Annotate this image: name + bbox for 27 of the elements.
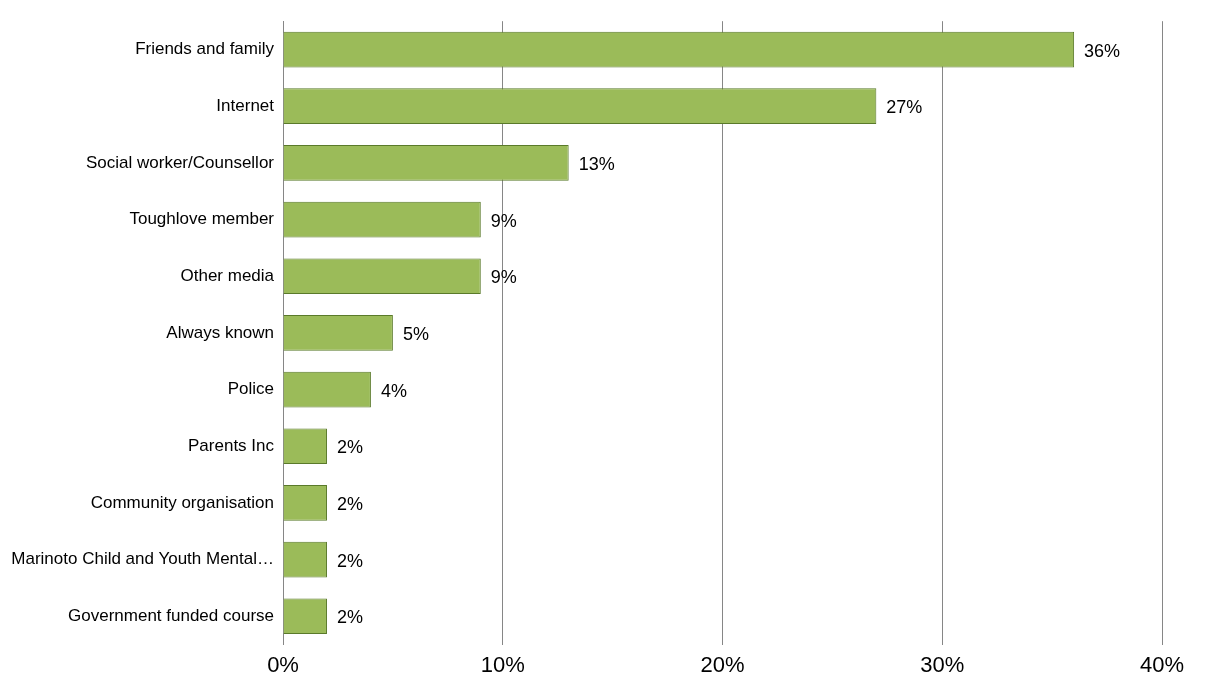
y-tick-label: Toughlove member bbox=[129, 209, 275, 229]
data-label: 2% bbox=[336, 493, 363, 514]
y-tick-label: Friends and family bbox=[135, 39, 275, 59]
data-label: 9% bbox=[490, 210, 517, 231]
y-tick-label: Police bbox=[227, 379, 275, 399]
data-label: 5% bbox=[402, 323, 429, 344]
data-label: 2% bbox=[336, 607, 363, 628]
x-tick-label: 30% bbox=[920, 651, 965, 677]
data-label: 2% bbox=[336, 437, 363, 458]
y-tick-label: Marinoto Child and Youth Mental… bbox=[11, 549, 275, 569]
data-label: 13% bbox=[578, 153, 615, 174]
x-tick-label: 10% bbox=[480, 651, 525, 677]
y-tick-label: Other media bbox=[180, 265, 275, 285]
y-tick-label: Community organisation bbox=[90, 492, 275, 512]
data-label: 27% bbox=[886, 97, 923, 118]
x-tick-label: 20% bbox=[700, 651, 745, 677]
y-tick-label: Government funded course bbox=[68, 605, 275, 625]
x-tick-label: 40% bbox=[1139, 651, 1185, 677]
y-tick-label: Parents Inc bbox=[188, 435, 275, 455]
y-tick-label: Internet bbox=[216, 95, 275, 115]
data-label: 9% bbox=[490, 267, 517, 288]
y-tick-label: Always known bbox=[166, 322, 275, 342]
y-tick-label: Social worker/Counsellor bbox=[86, 152, 275, 172]
data-label: 2% bbox=[336, 550, 363, 571]
data-label: 4% bbox=[380, 380, 407, 401]
data-label: 36% bbox=[1084, 40, 1121, 61]
x-tick-label: 0% bbox=[267, 651, 299, 677]
